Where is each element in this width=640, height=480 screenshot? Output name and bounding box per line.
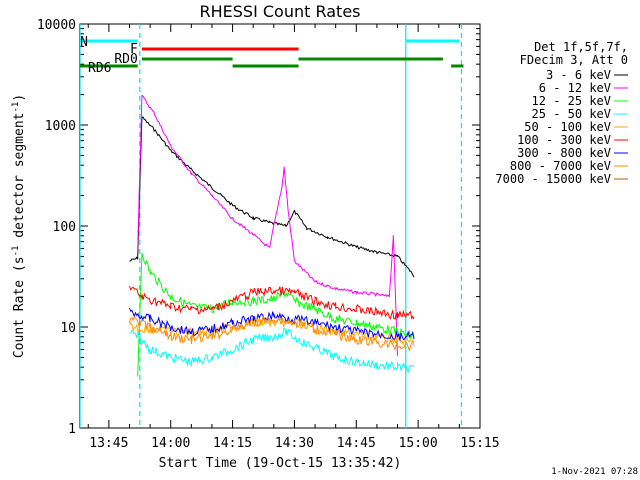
flag-bar-label: RD0: [114, 52, 137, 67]
x-tick-label: 14:30: [275, 436, 314, 451]
legend-entry-label: 7000 - 15000 keV: [495, 172, 611, 186]
y-tick-label: 1000: [45, 119, 76, 134]
series-line: [129, 315, 415, 353]
flag-bar-label: F: [130, 42, 138, 57]
legend-header-2: FDecim 3, Att 0: [520, 53, 628, 67]
series-line: [129, 327, 415, 374]
x-tick-label: 14:45: [337, 436, 376, 451]
y-tick-label: 10: [60, 321, 76, 336]
flag-bar-label: RD6: [88, 61, 111, 76]
y-axis: 1 10 100 1000 10000: [37, 18, 480, 437]
y-tick-label: 10000: [37, 18, 76, 33]
legend-entry-label: 50 - 100 keV: [524, 120, 611, 134]
series-line: [129, 307, 415, 341]
y-label-exp-1: -1: [11, 246, 21, 257]
y-axis-label: Count Rate (s-1 detector segment-1): [11, 94, 27, 358]
chart-title: RHESSI Count Rates: [200, 2, 361, 21]
x-tick-label: 15:15: [460, 436, 499, 451]
legend-entry-label: 25 - 50 keV: [532, 107, 611, 121]
legend-header-1: Det 1f,5f,7f,: [534, 40, 628, 54]
series-line: [129, 285, 415, 320]
y-tick-label: 1: [68, 422, 76, 437]
legend-entry-label: 300 - 800 keV: [517, 146, 611, 160]
series-line: [129, 116, 415, 278]
y-label-exp-2: -1: [11, 102, 21, 113]
legend: Det 1f,5f,7f, FDecim 3, Att 0 3 - 6 keV6…: [495, 40, 628, 186]
x-axis-label: Start Time (19-Oct-15 13:35:42): [159, 456, 402, 471]
x-axis: 13:45 14:00 14:15 14:30 14:45 15:00 15:15: [87, 24, 500, 451]
footer-date: 1-Nov-2021 07:28: [551, 467, 638, 477]
y-label-part-3: ): [12, 94, 27, 102]
legend-entry-label: 800 - 7000 keV: [510, 159, 611, 173]
legend-entry-label: 3 - 6 keV: [546, 68, 611, 82]
x-tick-label: 15:00: [399, 436, 438, 451]
x-tick-label: 14:00: [151, 436, 190, 451]
y-tick-label: 100: [53, 220, 76, 235]
x-tick-label: 14:15: [213, 436, 252, 451]
legend-entry-label: 6 - 12 keV: [539, 81, 611, 95]
series-lines: [129, 94, 415, 377]
legend-entry-label: 100 - 300 keV: [517, 133, 611, 147]
series-line: [137, 94, 398, 356]
y-label-part-2: detector segment: [12, 113, 27, 246]
legend-entry-label: 12 - 25 keV: [532, 94, 611, 108]
interval-markers: [80, 24, 463, 428]
x-tick-label: 13:45: [89, 436, 128, 451]
series-line: [137, 252, 415, 377]
flag-bar-label: N: [80, 35, 88, 50]
y-label-part-1: Count Rate (s: [12, 256, 27, 358]
